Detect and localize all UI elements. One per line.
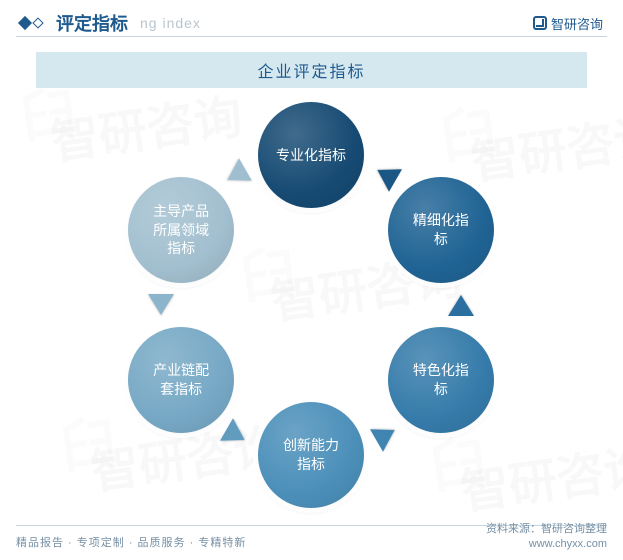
flow-arrow — [149, 293, 173, 317]
top-divider — [16, 36, 607, 37]
flow-arrow — [370, 159, 403, 192]
header-left: 评定指标 ng index — [20, 10, 201, 36]
flow-arrow — [449, 293, 473, 317]
diagram-node-label: 产业链配 套指标 — [153, 361, 209, 399]
footer-services: 精品报告 · 专项定制 · 品质服务 · 专精特新 — [16, 534, 246, 550]
diagram-node: 精细化指 标 — [388, 177, 494, 283]
flow-arrow — [220, 159, 253, 192]
footer-source: 资料来源：智研咨询整理 — [486, 520, 607, 536]
diamond-icon — [18, 16, 32, 30]
page-subtitle: ng index — [140, 15, 201, 31]
brand-label: 智研咨询 — [533, 14, 603, 33]
diagram-node-label: 精细化指 标 — [413, 211, 469, 249]
footer: 精品报告 · 专项定制 · 品质服务 · 专精特新 资料来源：智研咨询整理 ww… — [0, 514, 623, 560]
diagram-node-label: 主导产品 所属领域 指标 — [153, 202, 209, 259]
diagram-node-label: 专业化指标 — [276, 146, 346, 165]
diagram-node-label: 创新能力 指标 — [283, 436, 339, 474]
diagram-node: 专业化指标 — [258, 102, 364, 208]
diagram-node: 特色化指 标 — [388, 327, 494, 433]
brand-icon — [533, 16, 547, 30]
flow-arrow — [370, 418, 403, 451]
diamond-outline-icon — [32, 17, 43, 28]
footer-source-block: 资料来源：智研咨询整理 www.chyxx.com — [486, 520, 607, 550]
brand-text: 智研咨询 — [551, 14, 603, 33]
diagram-node: 主导产品 所属领域 指标 — [128, 177, 234, 283]
diagram-node: 创新能力 指标 — [258, 402, 364, 508]
footer-url: www.chyxx.com — [486, 538, 607, 550]
flow-arrow — [220, 418, 253, 451]
page-title: 评定指标 — [56, 10, 128, 36]
title-band: 企业评定指标 — [36, 52, 587, 88]
diagram-node: 产业链配 套指标 — [128, 327, 234, 433]
circular-diagram: 专业化指标精细化指 标特色化指 标创新能力 指标 产业链配 套指标 主导产品 所属领… — [0, 88, 623, 518]
diagram-node-label: 特色化指 标 — [413, 361, 469, 399]
